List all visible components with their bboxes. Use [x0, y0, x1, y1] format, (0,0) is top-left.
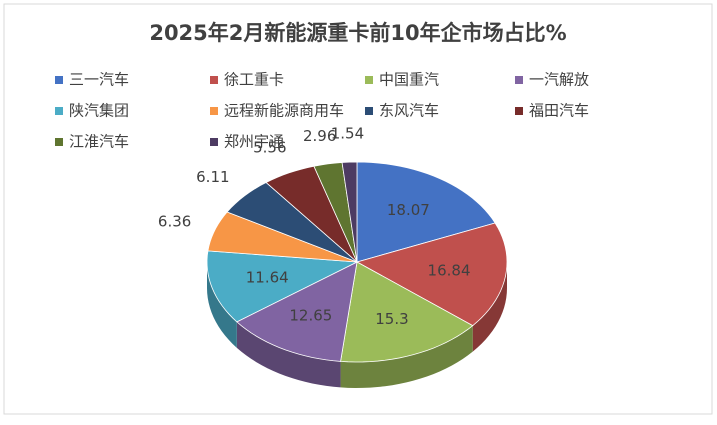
data-label: 1.54: [331, 125, 364, 143]
pie-slice: [355, 222, 508, 327]
data-label: 6.11: [196, 168, 229, 186]
legend-label: 一汽解放: [529, 71, 589, 89]
pie-slice: [226, 181, 358, 263]
pie-slice: [356, 161, 496, 263]
data-label: 16.84: [428, 261, 471, 279]
pie-side: [207, 262, 237, 348]
legend-label: 三一汽车: [69, 71, 129, 89]
pie-side: [236, 321, 341, 388]
pie-slice: [236, 261, 358, 362]
legend-label: 陕汽集团: [69, 102, 129, 120]
legend-label: 中国重汽: [379, 71, 439, 89]
legend-swatch: [365, 107, 373, 115]
data-label: 11.64: [246, 269, 289, 287]
pie-side: [472, 262, 507, 352]
pie-side: [340, 325, 473, 388]
legend-label: 东风汽车: [379, 102, 439, 120]
legend-swatch: [210, 138, 218, 146]
pie-slice: [207, 211, 358, 263]
legend-swatch: [515, 76, 523, 84]
pie-slice: [265, 165, 358, 263]
chart-title: 2025年2月新能源重卡前10年企市场占比%: [149, 21, 566, 45]
data-label: 12.65: [289, 306, 332, 324]
data-label: 18.07: [387, 201, 430, 219]
legend-swatch: [55, 138, 63, 146]
data-label: 2.96: [303, 127, 336, 145]
legend-swatch: [55, 76, 63, 84]
legend-label: 福田汽车: [529, 102, 589, 120]
legend-label: 徐工重卡: [224, 71, 284, 89]
pie-slice: [341, 161, 358, 263]
data-label: 15.3: [375, 310, 408, 328]
pie-slice: [206, 250, 359, 323]
legend-label: 江淮汽车: [69, 133, 129, 151]
legend-swatch: [55, 107, 63, 115]
data-label: 6.36: [158, 213, 191, 231]
legend-swatch: [210, 76, 218, 84]
legend-swatch: [515, 107, 523, 115]
legend-label: 远程新能源商用车: [224, 102, 344, 120]
data-label: 5.56: [253, 138, 286, 156]
pie-slice: [340, 261, 474, 363]
legend-swatch: [210, 107, 218, 115]
legend-swatch: [365, 76, 373, 84]
legend-label: 郑州宇通: [224, 133, 284, 151]
